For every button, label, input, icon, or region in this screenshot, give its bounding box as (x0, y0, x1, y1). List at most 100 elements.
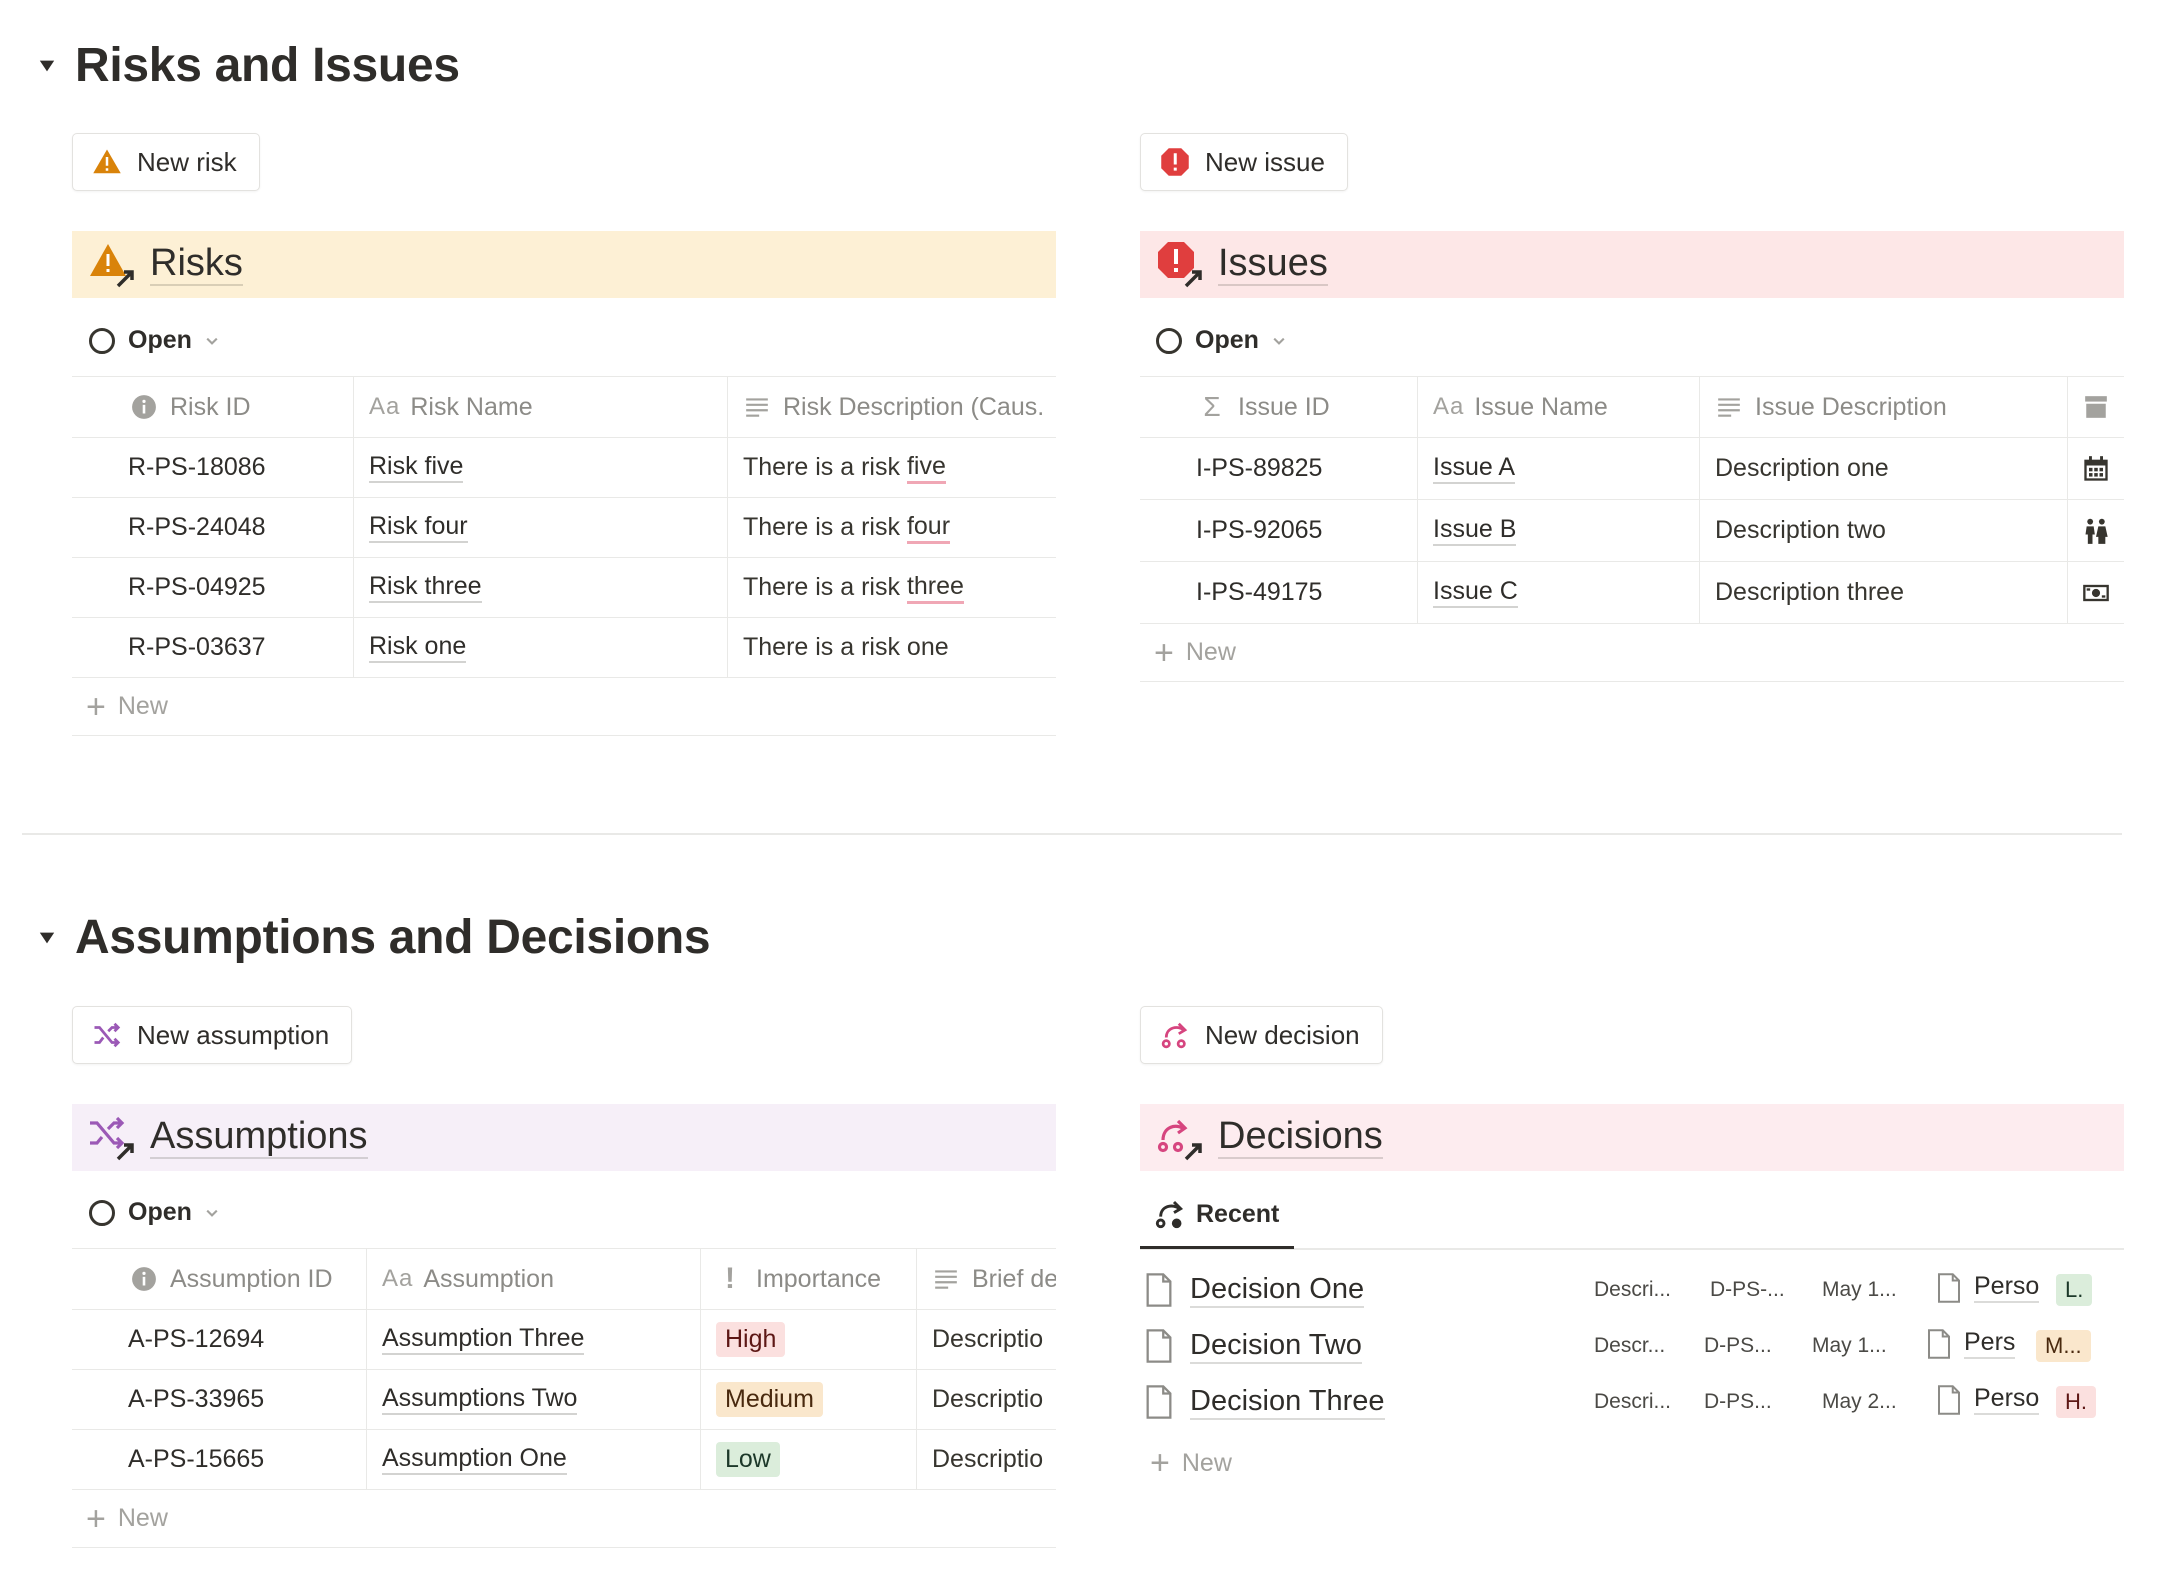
owner-link[interactable]: Pers (1964, 1328, 2016, 1359)
plus-icon: + (1154, 633, 1174, 672)
collapse-toggle-icon[interactable] (30, 49, 64, 83)
risk-name-link[interactable]: Risk three (369, 572, 482, 603)
decisions-title-link[interactable]: Decisions (1218, 1115, 1383, 1160)
brief-description-cell[interactable]: Descriptio (917, 1430, 1056, 1489)
issue-category-cell[interactable] (2068, 438, 2124, 499)
assumption-name-cell[interactable]: Assumptions Two (367, 1370, 701, 1429)
issue-description-cell[interactable]: Description three (1700, 562, 2068, 623)
brief-description-cell[interactable]: Descriptio (917, 1310, 1056, 1369)
new-issue-button[interactable]: New issue (1140, 133, 1348, 191)
column-header-category[interactable] (2068, 377, 2124, 437)
issue-id-cell: I-PS-89825 (1140, 438, 1418, 499)
column-header-issue-name[interactable]: Aa Issue Name (1418, 377, 1700, 437)
risk-description-cell[interactable]: There is a risk one (728, 618, 1056, 677)
table-row[interactable]: R-PS-24048 Risk four There is a risk four (72, 498, 1056, 558)
column-header-assumption-id[interactable]: Assumption ID (72, 1249, 367, 1309)
risk-name-cell[interactable]: Risk three (354, 558, 728, 617)
decision-owner[interactable]: Pers (1926, 1328, 2016, 1359)
issue-description-cell[interactable]: Description one (1700, 438, 2068, 499)
issue-name-link[interactable]: Issue C (1433, 577, 1518, 608)
assumption-name-link[interactable]: Assumption One (382, 1444, 567, 1475)
assumptions-view-open[interactable]: Open (89, 1198, 220, 1227)
decisions-view-recent[interactable]: Recent (1154, 1198, 1279, 1230)
new-decision-button[interactable]: New decision (1140, 1006, 1383, 1064)
issue-category-cell[interactable] (2068, 500, 2124, 561)
column-header-issue-id[interactable]: Σ Issue ID (1140, 377, 1418, 437)
assumption-name-link[interactable]: Assumptions Two (382, 1384, 578, 1415)
column-header-risk-description[interactable]: Risk Description (Caus. (728, 377, 1056, 437)
chevron-down-icon (206, 337, 218, 345)
decision-title-row[interactable]: Decision Two (1144, 1318, 1362, 1374)
importance-tag: H. (2056, 1386, 2096, 1418)
shuffle-icon (91, 1019, 123, 1051)
importance-cell[interactable]: Low (701, 1430, 917, 1489)
decision-owner[interactable]: Perso (1936, 1272, 2040, 1303)
risk-name-cell[interactable]: Risk five (354, 438, 728, 497)
issue-name-link[interactable]: Issue B (1433, 515, 1517, 546)
collapse-toggle-icon[interactable] (30, 921, 64, 955)
assumption-id: A-PS-15665 (128, 1445, 265, 1473)
risk-description-cell[interactable]: There is a risk four (728, 498, 1056, 557)
assumption-name-cell[interactable]: Assumption Three (367, 1310, 701, 1369)
new-risk-button[interactable]: New risk (72, 133, 260, 191)
table-row[interactable]: A-PS-33965 Assumptions Two Medium Descripti… (72, 1370, 1056, 1430)
decision-title-link[interactable]: Decision One (1190, 1273, 1365, 1308)
risk-description-cell[interactable]: There is a risk three (728, 558, 1056, 617)
risk-name-cell[interactable]: Risk one (354, 618, 728, 677)
decision-description: Descri... (1594, 1278, 1672, 1301)
assumptions-title-link[interactable]: Assumptions (150, 1115, 368, 1160)
decision-title-row[interactable]: Decision Three (1144, 1374, 1385, 1430)
risks-view-open[interactable]: Open (89, 326, 220, 355)
table-row[interactable]: I-PS-89825 Issue A Description one (1140, 438, 2124, 500)
column-header-assumption[interactable]: Aa Assumption (367, 1249, 701, 1309)
issue-category-cell[interactable] (2068, 562, 2124, 623)
table-row[interactable]: A-PS-12694 Assumption Three High Descriptio (72, 1310, 1056, 1370)
risk-description-cell[interactable]: There is a risk five (728, 438, 1056, 497)
table-row[interactable]: I-PS-49175 Issue C Description three (1140, 562, 2124, 624)
column-header-importance[interactable]: ! Importance (701, 1249, 917, 1309)
decision-title-link[interactable]: Decision Three (1190, 1385, 1385, 1420)
risk-name-link[interactable]: Risk one (369, 632, 467, 663)
brief-description-cell[interactable]: Descriptio (917, 1370, 1056, 1429)
new-assumption-button[interactable]: New assumption (72, 1006, 353, 1064)
table-row[interactable]: R-PS-04925 Risk three There is a risk thre… (72, 558, 1056, 618)
decision-title-link[interactable]: Decision Two (1190, 1329, 1362, 1364)
issue-name-cell[interactable]: Issue C (1418, 562, 1700, 623)
risks-add-row-button[interactable]: + New (72, 678, 1056, 736)
importance-cell[interactable]: Medium (701, 1370, 917, 1429)
calendar-icon (2082, 455, 2110, 483)
issues-title-link[interactable]: Issues (1218, 242, 1328, 287)
assumptions-add-row-button[interactable]: + New (72, 1490, 1056, 1548)
section-assumptions-decisions: Assumptions and Decisions (30, 910, 711, 965)
risk-id-cell: R-PS-24048 (72, 498, 354, 557)
owner-link[interactable]: Perso (1974, 1272, 2040, 1303)
table-row[interactable]: R-PS-03637 Risk one There is a risk one (72, 618, 1056, 678)
table-row[interactable]: R-PS-18086 Risk five There is a risk five (72, 438, 1056, 498)
risk-name-link[interactable]: Risk five (369, 452, 464, 483)
risk-name-link[interactable]: Risk four (369, 512, 468, 543)
assumption-name-cell[interactable]: Assumption One (367, 1430, 701, 1489)
issues-view-open[interactable]: Open (1156, 326, 1287, 355)
assumption-name-link[interactable]: Assumption Three (382, 1324, 585, 1355)
column-header-risk-id[interactable]: Risk ID (72, 377, 354, 437)
issue-description-cell[interactable]: Description two (1700, 500, 2068, 561)
decision-title-row[interactable]: Decision One (1144, 1262, 1365, 1318)
table-row[interactable]: I-PS-92065 Issue B Description two (1140, 500, 2124, 562)
decisions-add-row-button[interactable]: + New (1140, 1434, 1440, 1492)
importance-cell[interactable]: High (701, 1310, 917, 1369)
risks-title-link[interactable]: Risks (150, 242, 243, 287)
column-header-issue-description[interactable]: Issue Description (1700, 377, 2068, 437)
risk-name-cell[interactable]: Risk four (354, 498, 728, 557)
table-row[interactable]: A-PS-15665 Assumption One Low Descriptio (72, 1430, 1056, 1490)
decision-owner[interactable]: Perso (1936, 1384, 2040, 1415)
column-header-risk-name[interactable]: Aa Risk Name (354, 377, 728, 437)
issue-name-cell[interactable]: Issue A (1418, 438, 1700, 499)
brief-description: Descriptio (932, 1445, 1044, 1473)
column-header-brief-description[interactable]: Brief de (917, 1249, 1056, 1309)
issues-add-row-button[interactable]: + New (1140, 624, 2124, 682)
owner-link[interactable]: Perso (1974, 1384, 2040, 1415)
section-divider (22, 833, 2122, 835)
new-issue-label: New issue (1205, 146, 1325, 177)
issue-name-cell[interactable]: Issue B (1418, 500, 1700, 561)
issue-name-link[interactable]: Issue A (1433, 453, 1515, 484)
